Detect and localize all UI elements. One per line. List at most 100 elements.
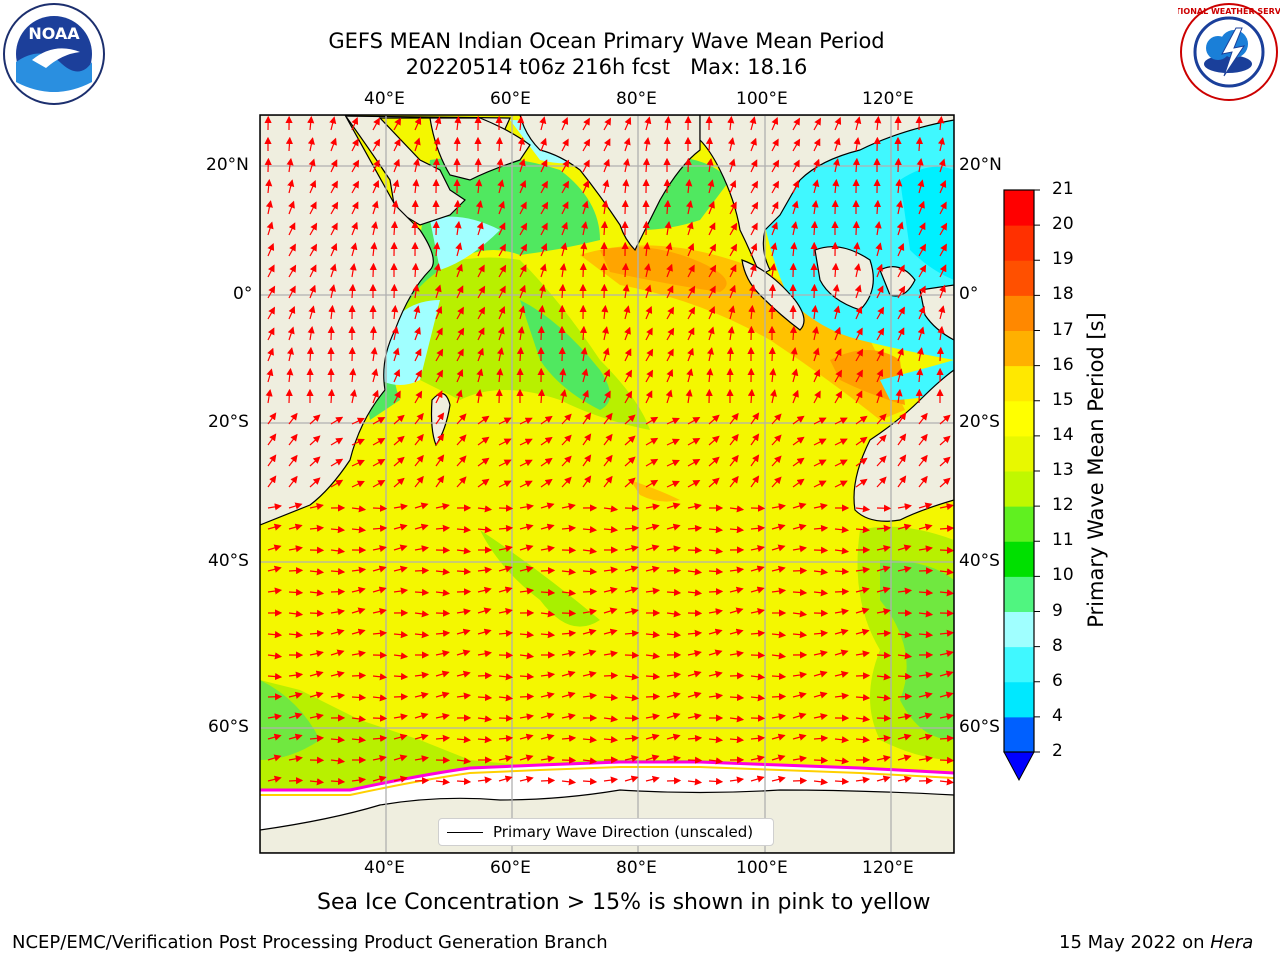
colorbar-tick-label: 17 (1052, 319, 1074, 340)
wave-arrow (561, 159, 570, 173)
wave-arrow (351, 693, 367, 702)
wave-arrow (666, 369, 674, 383)
wave-arrow (603, 672, 619, 680)
legend-label: Primary Wave Direction (unscaled) (493, 823, 754, 841)
wave-arrow (519, 754, 534, 762)
wave-arrow (812, 347, 820, 362)
wave-arrow (456, 434, 467, 446)
wave-arrow (876, 455, 887, 467)
wave-arrow (603, 526, 619, 534)
wave-arrow (895, 178, 903, 194)
wave-arrow (771, 587, 787, 595)
wave-arrow (456, 413, 467, 425)
wave-arrow (330, 137, 337, 152)
wave-arrow (768, 283, 777, 299)
colorbar-band (1004, 330, 1034, 367)
wave-arrow (876, 434, 887, 446)
wave-arrow (288, 285, 296, 299)
wave-arrow (855, 348, 864, 362)
wave-arrow (330, 547, 346, 555)
wave-arrow (897, 754, 912, 762)
wave-arrow (792, 631, 808, 639)
wave-arrow (265, 178, 273, 194)
wave-arrow (435, 433, 445, 446)
wave-arrow (393, 754, 408, 762)
wave-arrow (831, 262, 840, 278)
colorbar-tick-label: 11 (1052, 530, 1074, 551)
wave-arrow (309, 502, 324, 511)
wave-arrow (390, 220, 399, 236)
wave-arrow (561, 629, 577, 637)
wave-arrow (540, 523, 555, 531)
wave-arrow (792, 712, 807, 720)
wave-arrow (372, 417, 386, 425)
colorbar-tick-label: 9 (1052, 600, 1063, 621)
wave-arrow (498, 734, 514, 742)
wave-arrow (519, 438, 533, 446)
wave-arrow (582, 588, 598, 596)
wave-arrow (918, 712, 933, 720)
wave-arrow (792, 159, 800, 173)
wave-arrow (561, 455, 572, 467)
wave-arrow (792, 755, 807, 763)
wave-arrow (309, 589, 325, 597)
wave-arrow (708, 670, 723, 678)
wave-arrow (307, 115, 315, 131)
colorbar-band (1004, 506, 1034, 542)
wave-arrow (309, 629, 325, 638)
wave-arrow (477, 347, 484, 362)
wave-arrow (623, 137, 631, 152)
wave-arrow (306, 346, 315, 362)
colorbar-tick-label: 6 (1052, 670, 1063, 691)
wave-arrow (834, 757, 850, 765)
wave-arrow (666, 631, 682, 639)
footer-date-text: 15 May 2022 on (1059, 932, 1211, 953)
wave-arrow (349, 389, 357, 404)
wave-arrow (351, 650, 366, 658)
wave-arrow (372, 545, 387, 553)
wave-arrow (645, 693, 661, 701)
wave-arrow (750, 629, 766, 637)
wave-arrow (559, 263, 567, 278)
wave-arrow (540, 436, 553, 446)
wave-arrow (456, 628, 471, 636)
wave-arrow (917, 326, 925, 341)
wave-arrow (624, 734, 640, 742)
wave-arrow (372, 694, 388, 702)
wave-arrow (414, 545, 429, 553)
wave-arrow (414, 369, 422, 383)
wave-arrow (393, 672, 409, 681)
wave-arrow (687, 306, 695, 320)
wave-arrow (351, 417, 365, 425)
wave-arrow (537, 325, 545, 341)
wave-arrow (771, 476, 782, 488)
wave-arrow (369, 262, 377, 278)
wave-arrow (916, 158, 924, 173)
wave-arrow (792, 567, 808, 575)
wave-arrow (876, 608, 891, 616)
lon-tick-bottom-120: 120°E (862, 858, 914, 878)
wave-arrow (435, 412, 445, 425)
wave-arrow (265, 389, 273, 404)
wave-arrow (456, 757, 472, 765)
wave-arrow (435, 778, 451, 786)
wave-arrow (477, 566, 493, 574)
land-arabia (260, 115, 511, 226)
wave-arrow (624, 545, 639, 553)
wave-arrow (519, 652, 535, 660)
wave-arrow (288, 777, 304, 785)
wave-arrow (750, 754, 765, 763)
wave-arrow (918, 671, 934, 679)
wave-arrow (372, 438, 386, 446)
wave-arrow (729, 715, 745, 723)
wave-arrow (267, 454, 277, 467)
wave-arrow (771, 693, 787, 701)
wave-arrow (621, 199, 629, 215)
wave-arrow (267, 672, 283, 681)
wave-arrow (582, 475, 592, 488)
wave-arrow (624, 117, 632, 131)
wave-arrow (350, 242, 358, 257)
wave-arrow (267, 523, 282, 531)
wave-arrow (834, 526, 850, 534)
wave-arrow (852, 157, 861, 173)
